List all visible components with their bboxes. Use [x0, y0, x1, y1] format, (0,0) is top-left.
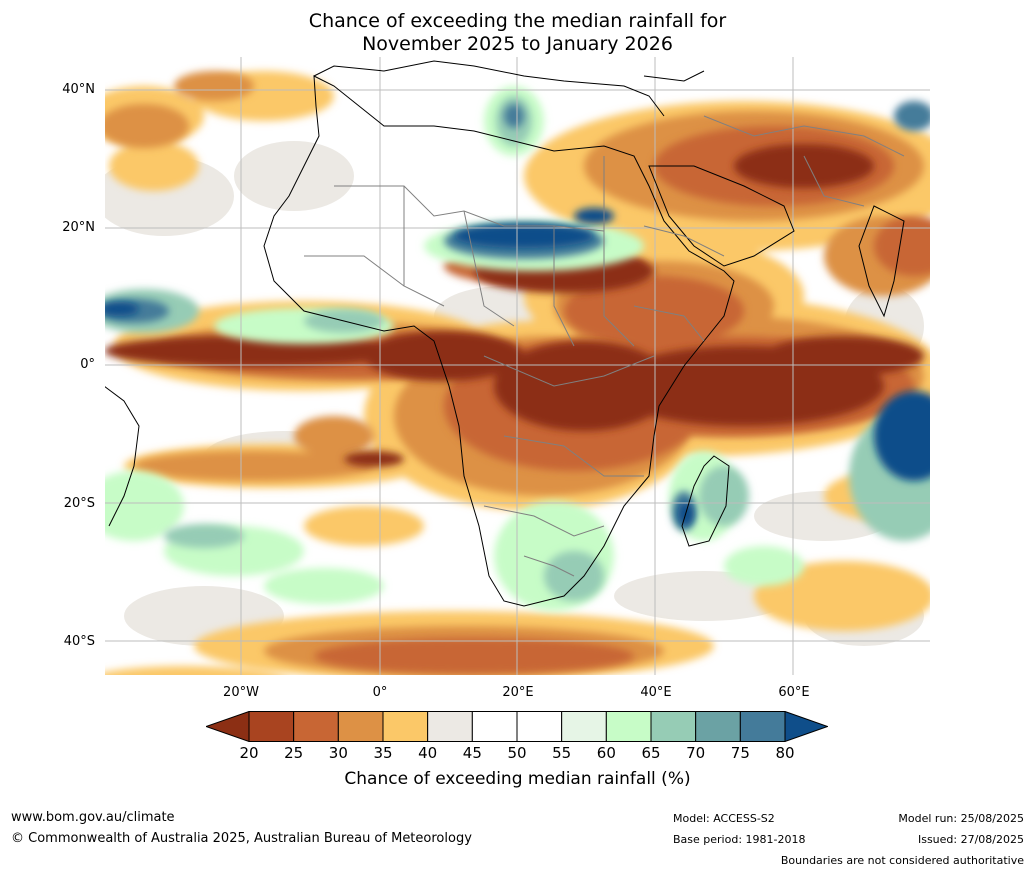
- colorbar-tick-label: 60: [596, 744, 616, 762]
- issued-text: Issued: 27/08/2025: [917, 833, 1024, 846]
- model-text: Model: ACCESS-S2: [673, 812, 775, 825]
- copyright-text: © Commonwealth of Australia 2025, Austra…: [11, 831, 472, 846]
- website-link[interactable]: www.bom.gov.au/climate: [11, 810, 175, 825]
- colorbar-tick-label: 30: [328, 744, 348, 762]
- below-median-very-strong: [104, 144, 924, 467]
- disclaimer-text: Boundaries are not considered authoritat…: [780, 854, 1024, 867]
- colorbar-segment: [561, 711, 607, 742]
- lon-label-0: 0°: [372, 685, 388, 700]
- lon-label-20e: 20°E: [502, 685, 534, 700]
- model-run-text: Model run: 25/08/2025: [898, 812, 1024, 825]
- colorbar-tick-label: 50: [507, 744, 527, 762]
- colorbar-under-arrow: [206, 711, 250, 742]
- lat-label-40s: 40°S: [63, 634, 95, 649]
- colorbar-segment: [382, 711, 429, 742]
- colorbar-segment: [739, 711, 786, 742]
- colorbar-segment: [337, 711, 384, 742]
- above-median-very-strong: [104, 208, 931, 526]
- colorbar-tick-label: 65: [641, 744, 661, 762]
- colorbar-tick-label: 80: [775, 744, 795, 762]
- colorbar-tick-label: 40: [418, 744, 438, 762]
- lat-label-40n: 40°N: [62, 82, 95, 97]
- lon-label-60e: 60°E: [778, 685, 810, 700]
- colorbar-segment: [293, 711, 339, 742]
- lon-label-40e: 40°E: [640, 685, 672, 700]
- colorbar-segment: [650, 711, 697, 742]
- colorbar-tick-label: 20: [239, 744, 259, 762]
- title-line-2: November 2025 to January 2026: [362, 33, 673, 55]
- colorbar-tick-label: 35: [373, 744, 393, 762]
- coastlines: [104, 60, 905, 607]
- country-borders: [304, 115, 905, 577]
- colorbar-tick-label: 55: [552, 744, 572, 762]
- colorbar-segment: [248, 711, 295, 742]
- colorbar-over-arrow: [784, 711, 828, 742]
- lon-label-20w: 20°W: [223, 685, 259, 700]
- colorbar-tick-label: 70: [686, 744, 706, 762]
- colorbar-segment: [695, 711, 741, 742]
- title-line-1: Chance of exceeding the median rainfall …: [308, 10, 727, 32]
- colorbar-segment: [427, 711, 473, 742]
- rainfall-map: [104, 56, 931, 676]
- map-title: Chance of exceeding the median rainfall …: [0, 10, 1035, 56]
- colorbar-tick-label: 75: [730, 744, 750, 762]
- colorbar-tick-label: 25: [284, 744, 304, 762]
- colorbar-segment: [605, 711, 652, 742]
- lat-label-20s: 20°S: [63, 496, 95, 511]
- lat-label-20n: 20°N: [62, 220, 95, 235]
- base-period-text: Base period: 1981-2018: [673, 833, 806, 846]
- colorbar: [206, 711, 828, 742]
- colorbar-segment: [471, 711, 518, 742]
- lat-label-0: 0°: [80, 357, 95, 372]
- near-normal-zones: [104, 141, 924, 646]
- colorbar-label: Chance of exceeding median rainfall (%): [344, 769, 691, 789]
- colorbar-segment: [516, 711, 563, 742]
- gridlines: [104, 56, 931, 676]
- colorbar-tick-label: 45: [462, 744, 482, 762]
